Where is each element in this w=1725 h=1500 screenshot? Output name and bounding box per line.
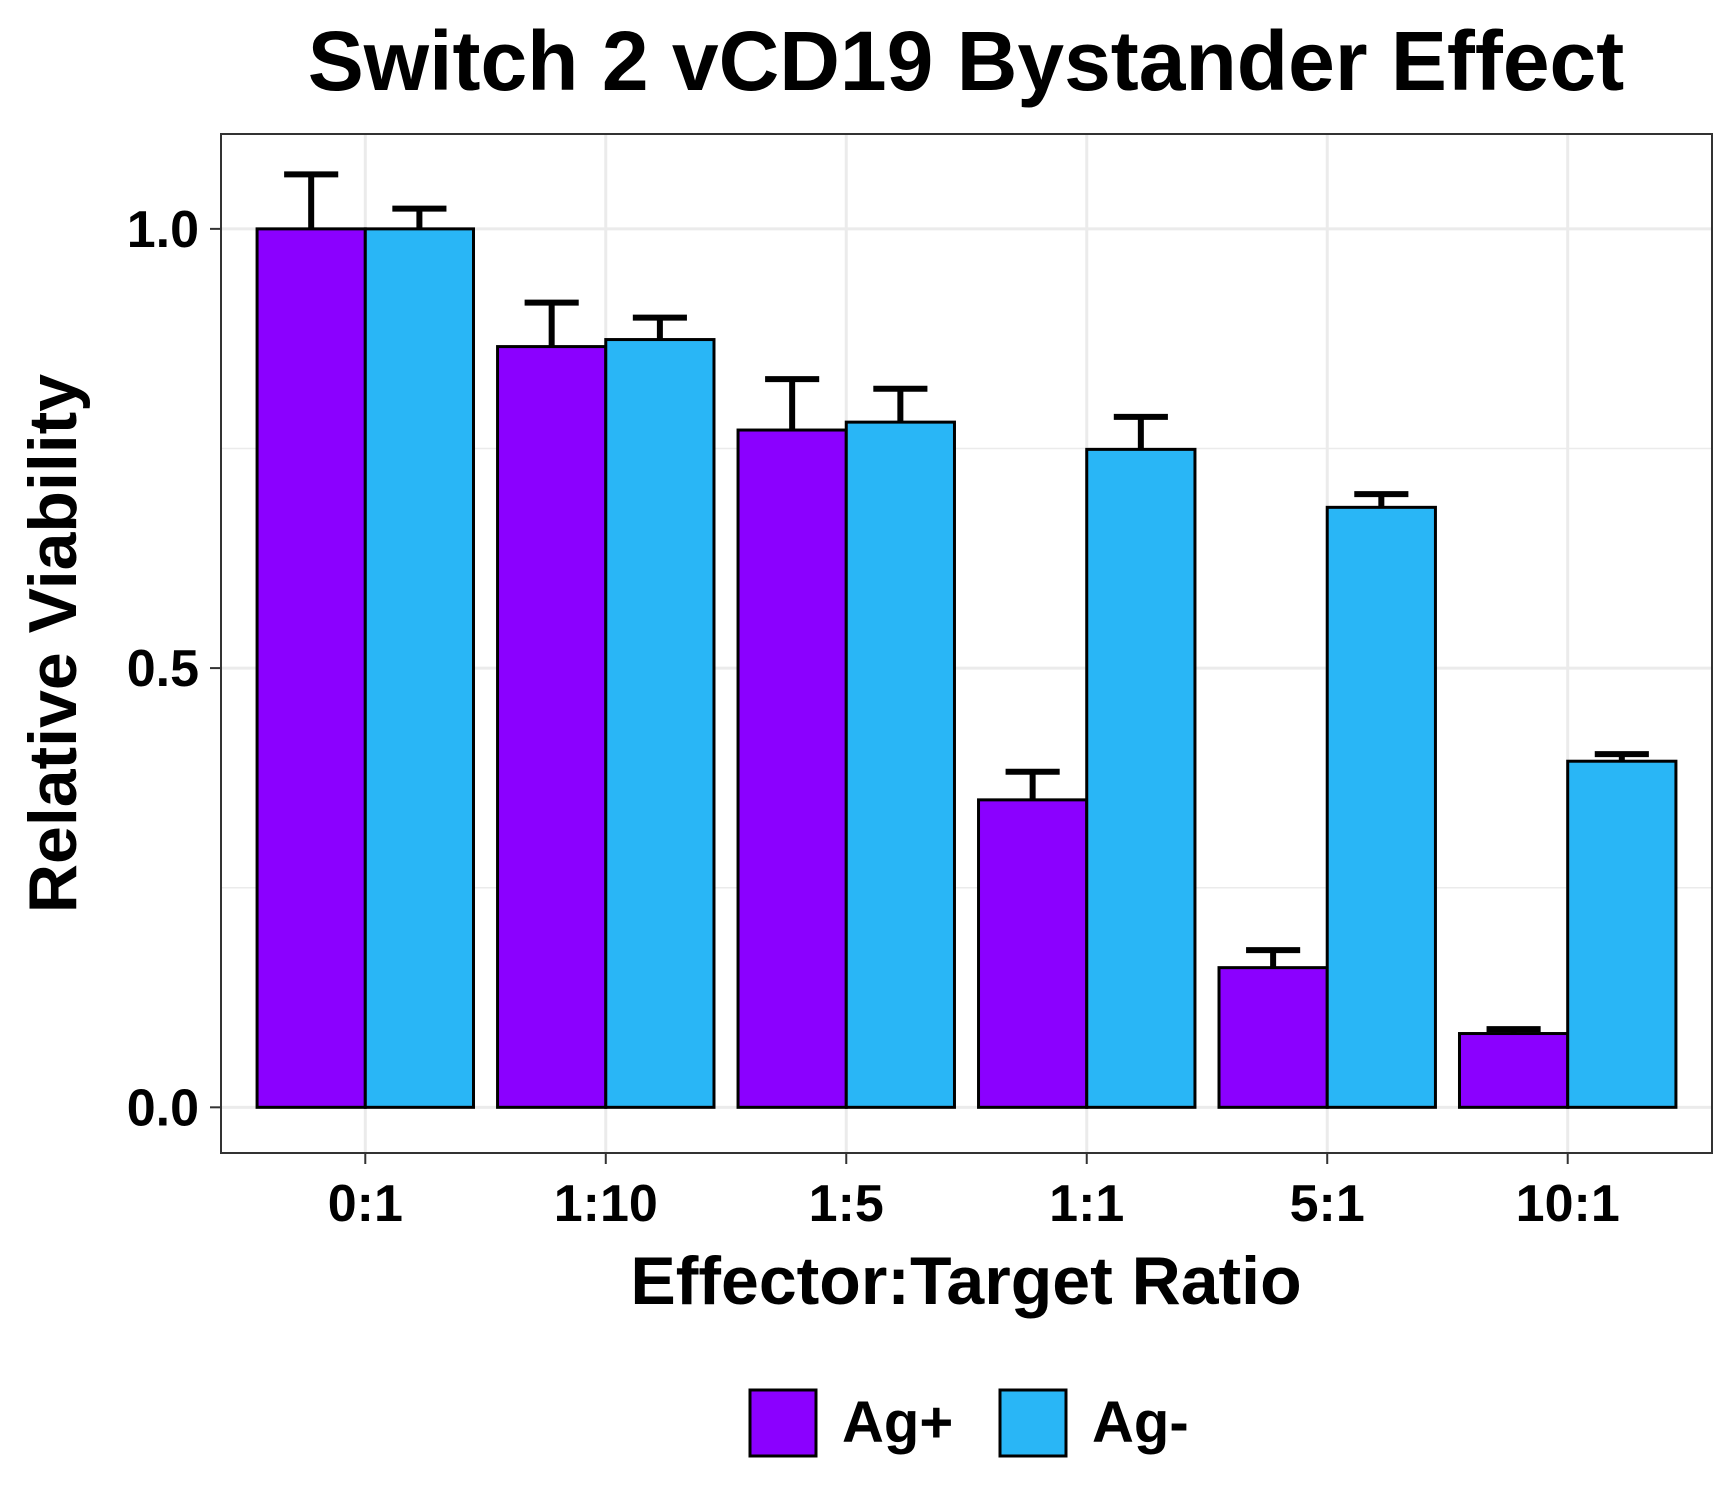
- x-tick-label: 10:1: [1516, 1175, 1620, 1233]
- bar-Ag+-0:1: [255, 227, 367, 1109]
- x-tick-label: 1:5: [809, 1175, 884, 1233]
- y-tick-label: 0.0: [127, 1079, 199, 1137]
- error-bars: [284, 171, 1649, 1034]
- legend-label-Ag-: Ag-: [1092, 1390, 1189, 1455]
- legend-key-Ag-: [998, 1388, 1068, 1458]
- x-axis-title: Effector:Target Ratio: [630, 1243, 1301, 1319]
- legend-key-Ag+: [748, 1388, 818, 1458]
- bar-Ag+-1:1: [977, 798, 1089, 1109]
- x-tick-label: 0:1: [328, 1175, 403, 1233]
- y-tick-label: 1.0: [127, 201, 199, 259]
- bar-Ag--1:1: [1085, 447, 1197, 1109]
- bar-Ag+-1:5: [736, 428, 848, 1109]
- legend: Ag+ Ag-: [748, 1388, 1189, 1458]
- x-tick-label: 5:1: [1290, 1175, 1365, 1233]
- y-axis: 0.0 0.5 1.0: [127, 201, 221, 1137]
- x-tick-label: 1:1: [1049, 1175, 1124, 1233]
- bar-Ag+-10:1: [1457, 1032, 1570, 1109]
- bar-Ag--10:1: [1566, 759, 1678, 1109]
- bars: [255, 227, 1678, 1109]
- bar-Ag--1:10: [604, 338, 716, 1109]
- chart-title: Switch 2 vCD19 Bystander Effect: [308, 14, 1624, 108]
- bar-Ag+-1:10: [496, 345, 608, 1109]
- bar-Ag+-5:1: [1217, 966, 1329, 1109]
- plot-panel-border: [220, 133, 1713, 1154]
- bar-Ag--5:1: [1325, 505, 1437, 1109]
- bar-Ag--0:1: [363, 227, 476, 1109]
- y-axis-title: Relative Viability: [15, 374, 91, 913]
- x-tick-label: 1:10: [554, 1175, 658, 1233]
- y-tick-label: 0.5: [127, 640, 199, 698]
- x-axis: 0:1 1:10 1:5 1:1 5:1 10:1: [328, 1153, 1620, 1233]
- bar-Ag--1:5: [844, 420, 956, 1109]
- legend-label-Ag+: Ag+: [842, 1390, 953, 1455]
